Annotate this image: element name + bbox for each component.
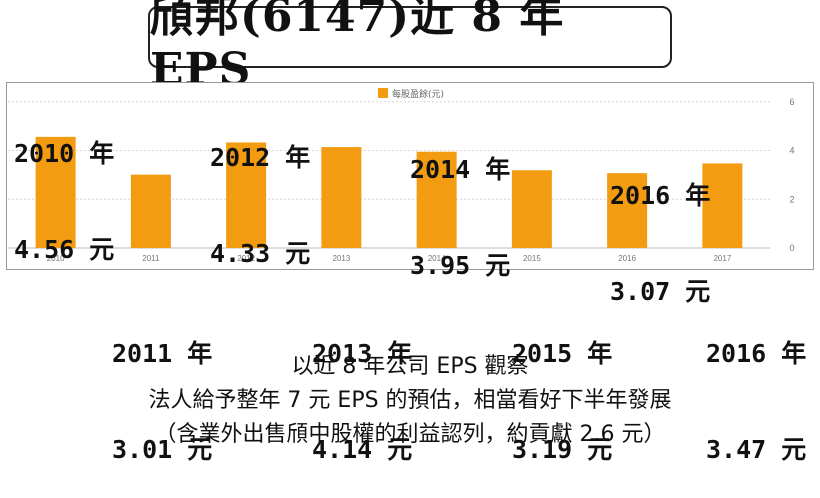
y-tick-label: 4	[789, 146, 794, 156]
annotation-eps: 3.47 元	[706, 435, 807, 464]
annotation-2011: 2011 年 3.01 元	[112, 274, 212, 498]
x-tick-label: 2012	[237, 254, 255, 263]
bar-2015	[511, 170, 552, 248]
eps-bar-chart: 0 2 4 6 2010 2011 2012 2013 2014 2015 2016 2017 每股盈餘…	[8, 88, 795, 263]
annotation-eps: 4.56 元	[14, 235, 115, 264]
annotation-year: 2016 年	[610, 181, 711, 210]
bar-2016	[607, 173, 648, 248]
y-tick-label: 0	[789, 243, 794, 253]
annotation-year: 2015 年	[512, 339, 613, 368]
x-tick-label: 2010	[47, 254, 65, 263]
annotation-eps: 4.14 元	[312, 435, 413, 464]
annotation-2016-upper: 2016 年 3.07 元	[610, 116, 710, 340]
page-title: 頎邦(6147)近 8 年 EPS	[148, 0, 672, 95]
legend-label: 每股盈餘(元)	[392, 88, 444, 100]
annotation-eps: 3.95 元	[410, 251, 511, 280]
annotation-eps: 4.33 元	[210, 239, 311, 268]
annotation-year: 2016 年	[706, 339, 807, 368]
footer-line-1: 以近 8 年公司 EPS 觀察	[291, 354, 529, 379]
x-tick-label: 2017	[713, 254, 731, 263]
x-tick-label: 2015	[523, 254, 541, 263]
y-tick-label: 2	[789, 194, 794, 204]
annotation-2015: 2015 年 3.19 元	[512, 274, 612, 498]
annotation-year: 2013 年	[312, 339, 413, 368]
annotation-2013: 2013 年 4.14 元	[312, 274, 412, 498]
bar-2011	[130, 174, 171, 248]
y-tick-label: 6	[789, 97, 794, 107]
annotation-eps: 3.07 元	[610, 277, 711, 306]
annotation-2016-lower: 2016 年 3.47 元	[706, 274, 806, 498]
x-tick-label: 2014	[428, 254, 446, 263]
annotation-2014: 2014 年 3.95 元	[410, 90, 510, 314]
x-tick-label: 2011	[142, 254, 160, 263]
annotation-eps: 3.01 元	[112, 435, 213, 464]
annotation-eps: 3.19 元	[512, 435, 613, 464]
bar-2013	[321, 147, 362, 248]
footer-line-3: （含業外出售頎中股權的利益認列，約貢獻 2.6 元）	[154, 422, 666, 447]
x-tick-label: 2016	[618, 254, 636, 263]
annotation-2012: 2012 年 4.33 元	[210, 78, 310, 302]
x-tick-label: 2013	[332, 254, 350, 263]
legend-swatch	[378, 88, 388, 98]
annotation-2010: 2010 年 4.56 元	[14, 74, 114, 298]
bar-2010	[35, 136, 76, 248]
annotation-year: 2014 年	[410, 155, 511, 184]
bar-2014	[416, 151, 457, 248]
annotation-year: 2011 年	[112, 339, 213, 368]
annotation-year: 2010 年	[14, 139, 115, 168]
bar-2012	[226, 142, 267, 248]
footer-line-2: 法人給予整年 7 元 EPS 的預估，相當看好下半年發展	[148, 388, 672, 413]
bar-2017	[702, 163, 743, 248]
annotation-year: 2012 年	[210, 143, 311, 172]
